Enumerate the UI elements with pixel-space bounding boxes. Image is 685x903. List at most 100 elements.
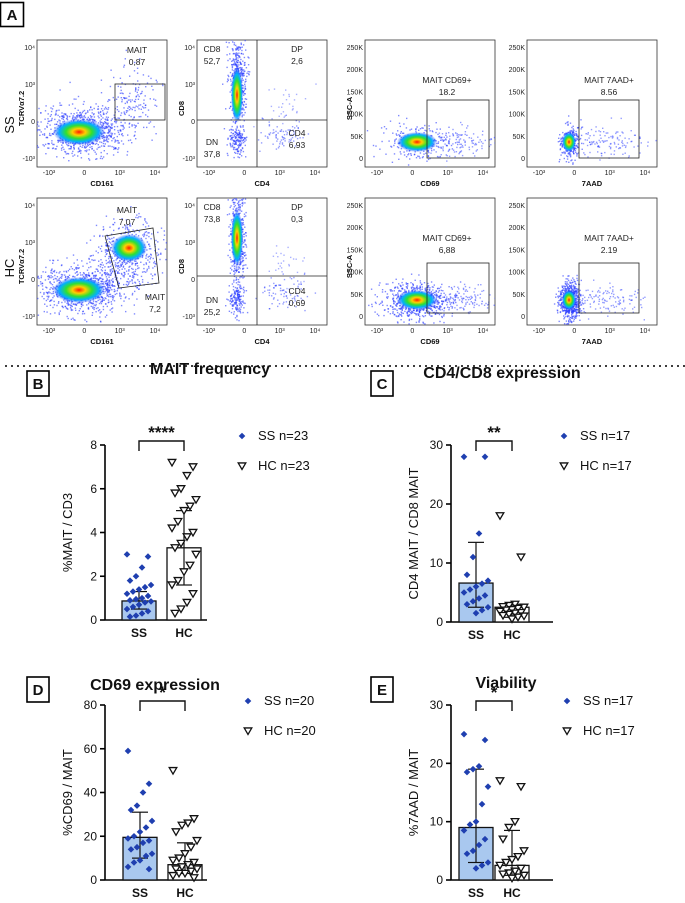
event-dot	[284, 140, 286, 142]
event-dot	[90, 277, 93, 279]
event-dot	[235, 185, 236, 186]
event-dot	[234, 303, 236, 305]
event-dot	[226, 144, 228, 146]
event-dot	[282, 94, 285, 96]
event-dot	[446, 299, 448, 301]
event-dot	[128, 270, 130, 272]
event-dot	[108, 241, 111, 243]
event-dot	[85, 150, 88, 153]
event-dot	[97, 307, 99, 309]
event-dot	[445, 300, 447, 302]
event-dot	[234, 198, 236, 199]
event-dot	[238, 198, 241, 199]
event-dot	[89, 146, 91, 148]
event-dot	[130, 225, 132, 227]
event-dot	[243, 233, 246, 235]
event-dot	[134, 61, 136, 64]
event-dot	[70, 308, 72, 310]
event-dot	[235, 270, 238, 273]
event-dot	[240, 151, 242, 153]
event-dot	[148, 267, 150, 269]
event-dot	[107, 284, 109, 286]
event-dot	[53, 295, 55, 297]
event-dot	[238, 303, 240, 305]
event-dot	[100, 79, 103, 81]
event-dot	[38, 129, 40, 131]
event-dot	[229, 78, 232, 81]
event-dot	[85, 274, 87, 277]
event-dot	[109, 226, 111, 228]
x-tick-label: 10⁴	[310, 328, 321, 335]
event-dot	[639, 136, 641, 138]
event-dot	[122, 126, 125, 128]
event-dot	[131, 262, 133, 264]
event-dot	[459, 134, 461, 136]
y-tick-label: 50K	[513, 134, 526, 141]
event-dot	[109, 289, 111, 291]
event-dot	[104, 297, 106, 299]
y-tick-label: 0	[31, 277, 35, 284]
event-dot	[566, 158, 569, 160]
event-dot	[43, 293, 45, 295]
event-dot	[138, 230, 141, 233]
event-dot	[438, 156, 440, 158]
event-dot	[120, 89, 122, 92]
event-dot	[169, 119, 170, 120]
event-dot	[82, 272, 85, 274]
event-dot	[131, 280, 133, 282]
event-dot	[235, 141, 237, 143]
event-dot	[415, 130, 417, 132]
event-dot	[91, 312, 94, 314]
event-dot	[234, 272, 236, 274]
event-dot	[105, 126, 107, 129]
event-dot	[619, 147, 622, 149]
event-dot	[104, 316, 107, 318]
event-dot	[157, 231, 159, 234]
event-dot	[238, 132, 240, 134]
event-dot	[237, 31, 238, 32]
event-dot	[108, 295, 110, 298]
event-dot	[18, 133, 19, 134]
event-dot	[464, 140, 466, 142]
event-dot	[127, 99, 130, 101]
event-dot	[235, 265, 237, 267]
event-dot	[103, 113, 105, 115]
event-dot	[110, 256, 113, 258]
event-dot	[46, 311, 48, 313]
event-dot	[227, 199, 229, 201]
event-dot	[240, 186, 241, 187]
event-dot	[232, 72, 234, 75]
event-dot	[277, 256, 279, 258]
event-dot	[96, 148, 98, 150]
event-dot	[117, 117, 119, 119]
event-dot	[508, 139, 509, 140]
event-dot	[113, 260, 115, 262]
event-dot	[275, 269, 277, 271]
event-dot	[168, 261, 169, 262]
event-dot	[394, 140, 396, 142]
event-dot	[489, 139, 491, 141]
event-dot	[131, 282, 134, 284]
event-dot	[239, 209, 241, 212]
event-dot	[230, 146, 232, 148]
event-dot	[283, 301, 285, 303]
event-dot	[107, 128, 110, 131]
event-dot	[231, 261, 233, 263]
event-dot	[451, 148, 454, 150]
event-dot	[132, 271, 135, 273]
event-dot	[124, 122, 126, 124]
event-dot	[229, 296, 232, 298]
event-dot	[56, 109, 58, 112]
event-dot	[474, 144, 476, 146]
event-dot	[612, 136, 614, 138]
event-dot	[138, 83, 141, 86]
event-dot	[88, 159, 91, 161]
event-dot	[102, 282, 104, 285]
event-dot	[240, 133, 242, 135]
event-dot	[110, 303, 113, 305]
mait-gate	[114, 83, 166, 121]
event-dot	[107, 138, 110, 140]
event-dot	[234, 140, 236, 143]
event-dot	[146, 253, 148, 256]
